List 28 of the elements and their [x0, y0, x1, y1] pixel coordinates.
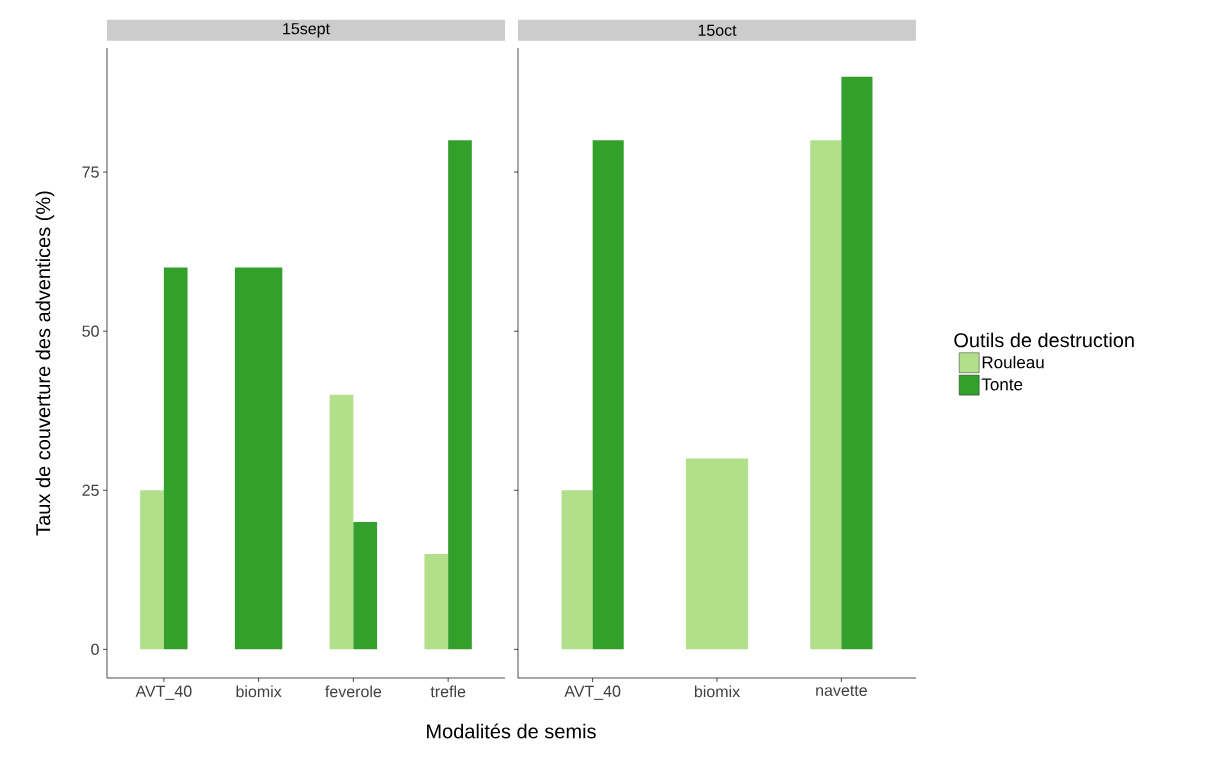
bar	[163, 267, 188, 650]
y-tick-label: 75	[82, 166, 99, 178]
y-tick-label: 25	[82, 484, 99, 496]
bar	[353, 522, 378, 650]
chart-title: 15oct	[698, 24, 737, 36]
legend-label: Tonte	[981, 378, 1023, 391]
x-tick-label: feverole	[325, 685, 382, 698]
legend-label: Rouleau	[982, 355, 1044, 369]
bar	[424, 553, 449, 650]
legend-title: Outils de destruction	[954, 332, 1134, 348]
x-tick-label: biomix	[694, 685, 740, 698]
y-tick-label: 50	[82, 325, 99, 337]
chart-title: 15sept	[283, 23, 330, 38]
bar	[140, 490, 164, 650]
bar	[448, 140, 472, 650]
x-tick-label: biomix	[236, 685, 282, 698]
bar	[592, 140, 624, 650]
x-tick-label: AVT_40	[135, 685, 192, 700]
bar	[841, 76, 873, 650]
x-tick-label: navette	[816, 685, 867, 697]
y-tick-label: 0	[91, 643, 99, 656]
y-axis-title: Taux de couverture des adventices (%)	[35, 191, 55, 536]
bar	[329, 394, 354, 650]
bar	[810, 140, 842, 650]
bar	[561, 490, 593, 650]
x-axis-title: Modalités de semis	[427, 723, 596, 739]
x-tick-label: trefle	[430, 685, 466, 698]
x-tick-label: AVT_40	[564, 685, 621, 700]
